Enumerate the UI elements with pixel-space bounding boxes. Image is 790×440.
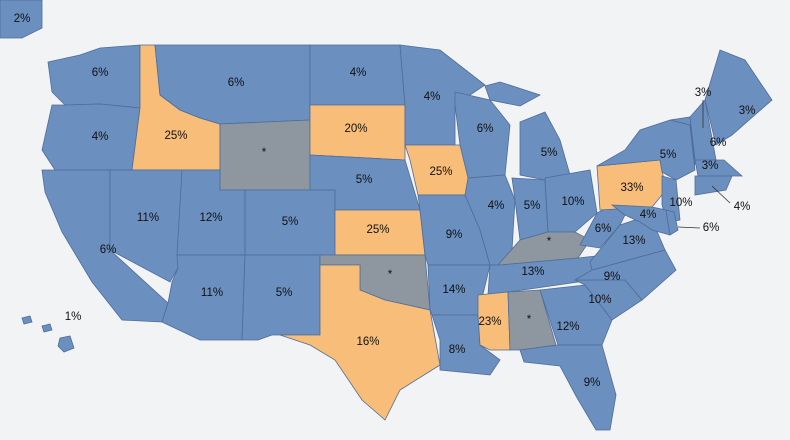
state-shape-hi[interactable] bbox=[57, 335, 75, 353]
state-value-label-or: 4% bbox=[92, 131, 109, 143]
state-hi[interactable] bbox=[21, 315, 75, 353]
state-value-label-ga: 12% bbox=[556, 321, 579, 333]
state-shape-mi[interactable] bbox=[484, 81, 542, 107]
state-value-label-ok: * bbox=[388, 269, 393, 281]
state-shape-nv[interactable] bbox=[109, 169, 183, 283]
state-ct[interactable] bbox=[694, 175, 733, 196]
state-shape-hi[interactable] bbox=[21, 315, 33, 325]
state-md[interactable] bbox=[610, 204, 671, 236]
state-value-label-oh: 10% bbox=[561, 196, 584, 208]
state-value-label-ca: 6% bbox=[100, 244, 117, 256]
state-value-label-md: 4% bbox=[640, 209, 657, 221]
state-value-label-ar: 14% bbox=[442, 284, 465, 296]
state-value-label-ia: 25% bbox=[429, 166, 452, 178]
state-oh[interactable] bbox=[544, 169, 598, 233]
state-value-label-pa: 33% bbox=[620, 182, 643, 194]
leader-line-de bbox=[677, 226, 701, 229]
state-value-label-sd: 20% bbox=[344, 123, 367, 135]
state-shape-ct[interactable] bbox=[694, 175, 733, 196]
state-value-label-ms: 23% bbox=[478, 316, 501, 328]
state-value-label-wa: 6% bbox=[92, 67, 109, 79]
state-value-label-in: 5% bbox=[524, 200, 541, 212]
state-vt[interactable] bbox=[669, 116, 696, 166]
state-value-label-tn: 13% bbox=[521, 266, 544, 278]
state-nv[interactable] bbox=[109, 169, 183, 283]
state-value-label-hi: 1% bbox=[65, 311, 82, 323]
state-value-label-nv: 11% bbox=[137, 212, 159, 224]
state-value-label-wi: 6% bbox=[477, 123, 494, 135]
state-shape-fl[interactable] bbox=[519, 344, 617, 431]
state-shape-oh[interactable] bbox=[544, 169, 598, 233]
state-value-label-ks: 25% bbox=[366, 224, 389, 236]
state-value-label-ct: 4% bbox=[734, 201, 751, 213]
state-value-label-ma: 3% bbox=[702, 160, 719, 172]
state-value-label-de: 6% bbox=[703, 222, 720, 234]
state-value-label-mn: 4% bbox=[424, 91, 441, 103]
leader-line-ct bbox=[711, 185, 731, 204]
state-shape-me[interactable] bbox=[704, 49, 773, 146]
state-value-label-mo: 9% bbox=[446, 229, 463, 241]
state-mi[interactable] bbox=[484, 81, 571, 181]
state-value-label-nc: 9% bbox=[604, 271, 621, 283]
state-value-label-mt: 6% bbox=[228, 77, 245, 89]
state-value-label-ny: 5% bbox=[660, 149, 677, 161]
state-shape-mn[interactable] bbox=[399, 44, 486, 146]
state-value-label-ky: * bbox=[547, 236, 552, 248]
state-value-label-ak: 2% bbox=[14, 13, 31, 25]
state-value-label-vt: 3% bbox=[695, 87, 712, 99]
state-value-label-tx: 16% bbox=[356, 336, 379, 348]
state-tx[interactable] bbox=[279, 264, 441, 421]
state-value-label-nd: 4% bbox=[350, 67, 367, 79]
state-value-label-id: 25% bbox=[164, 130, 187, 142]
state-fl[interactable] bbox=[519, 344, 617, 431]
state-value-label-nm: 5% bbox=[276, 287, 293, 299]
state-value-label-nj: 10% bbox=[669, 197, 692, 209]
state-ma[interactable] bbox=[694, 159, 744, 177]
state-value-label-wv: 6% bbox=[595, 223, 612, 235]
state-value-label-al: * bbox=[527, 314, 532, 326]
state-de[interactable] bbox=[665, 209, 679, 236]
state-shape-tx[interactable] bbox=[279, 264, 441, 421]
state-me[interactable] bbox=[704, 49, 773, 146]
state-shape-vt[interactable] bbox=[669, 116, 696, 166]
state-ga[interactable] bbox=[539, 284, 613, 346]
state-shape-de[interactable] bbox=[665, 209, 679, 236]
state-shape-ak[interactable] bbox=[0, 0, 43, 39]
state-value-label-co: 5% bbox=[282, 216, 299, 228]
state-shape-mi[interactable] bbox=[519, 111, 571, 181]
state-value-label-ne: 5% bbox=[356, 174, 373, 186]
state-value-label-il: 4% bbox=[488, 200, 505, 212]
state-shape-md[interactable] bbox=[610, 204, 671, 236]
state-shape-ma[interactable] bbox=[694, 159, 744, 177]
state-value-label-va: 13% bbox=[622, 235, 645, 247]
state-value-label-mi: 5% bbox=[541, 147, 558, 159]
state-value-label-me: 3% bbox=[739, 105, 756, 117]
state-value-label-wy: * bbox=[262, 147, 267, 159]
state-value-label-az: 11% bbox=[201, 287, 223, 299]
state-ak[interactable] bbox=[0, 0, 43, 39]
state-value-label-ut: 12% bbox=[199, 212, 222, 224]
state-shape-hi[interactable] bbox=[41, 323, 53, 333]
state-value-label-sc: 10% bbox=[588, 294, 611, 306]
state-value-label-la: 8% bbox=[449, 344, 466, 356]
state-value-label-fl: 9% bbox=[584, 377, 601, 389]
state-shape-ga[interactable] bbox=[539, 284, 613, 346]
state-value-label-nh: 6% bbox=[710, 137, 727, 149]
state-mn[interactable] bbox=[399, 44, 486, 146]
